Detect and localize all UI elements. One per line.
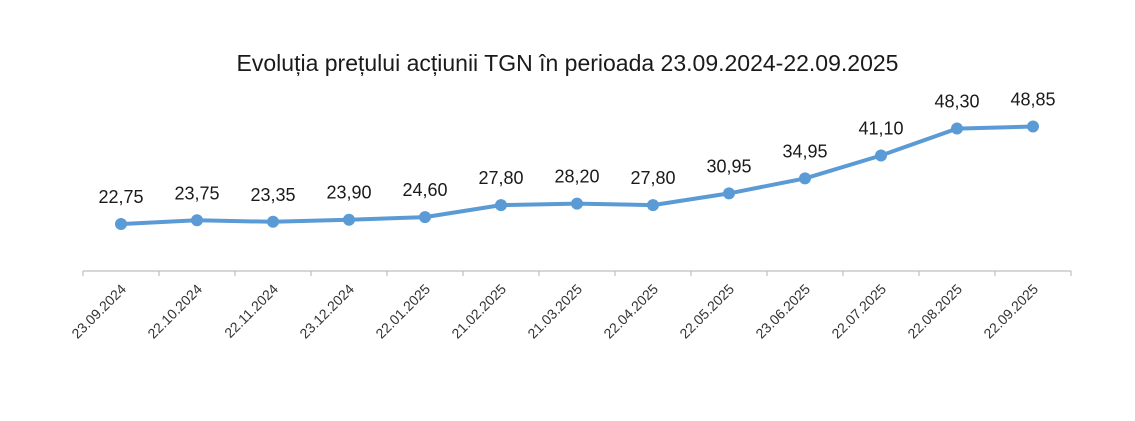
data-point <box>647 199 659 212</box>
data-point <box>723 187 735 200</box>
data-label: 22,75 <box>98 187 143 207</box>
x-tick-label: 22.01.2025 <box>372 281 433 342</box>
x-tick-label: 23.06.2025 <box>752 281 813 342</box>
data-label: 27,80 <box>630 168 675 188</box>
data-label: 48,30 <box>934 92 979 112</box>
data-label: 48,85 <box>1010 90 1055 110</box>
data-label: 23,90 <box>326 183 371 203</box>
data-point <box>115 218 127 230</box>
x-tick-label: 22.11.2024 <box>221 281 281 341</box>
data-point <box>267 215 279 228</box>
x-tick-label: 21.03.2025 <box>524 281 585 342</box>
x-tick-label: 22.08.2025 <box>904 281 965 342</box>
data-point <box>951 122 963 135</box>
data-label: 41,10 <box>858 118 903 138</box>
data-label: 28,20 <box>554 167 599 187</box>
x-tick-label: 21.02.2025 <box>448 281 509 342</box>
x-tick-label: 23.12.2024 <box>296 281 357 342</box>
x-tick-label: 22.10.2024 <box>144 281 205 342</box>
data-label: 24,60 <box>402 180 447 200</box>
data-point <box>419 211 431 224</box>
data-point <box>191 214 203 227</box>
x-tick-label: 22.05.2025 <box>676 281 737 342</box>
x-tick-label: 22.07.2025 <box>828 281 889 342</box>
data-label: 27,80 <box>478 168 523 188</box>
x-tick-label: 22.09.2025 <box>980 281 1041 342</box>
data-label: 23,75 <box>174 183 219 203</box>
data-point <box>343 213 355 226</box>
data-point <box>875 149 887 162</box>
data-label: 34,95 <box>782 141 827 161</box>
data-point <box>1027 120 1039 133</box>
data-point <box>799 172 811 185</box>
x-tick-label: 23.09.2024 <box>68 281 129 342</box>
chart-title: Evoluția prețului acțiunii TGN în perioa… <box>236 50 899 76</box>
data-point <box>571 197 583 210</box>
data-label: 23,35 <box>250 185 295 205</box>
data-label: 30,95 <box>706 156 751 176</box>
x-tick-label: 22.04.2025 <box>600 281 661 342</box>
data-point <box>495 199 507 212</box>
